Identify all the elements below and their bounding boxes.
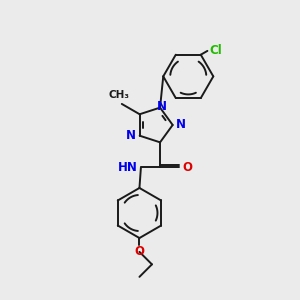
- Text: O: O: [183, 161, 193, 174]
- Text: N: N: [176, 118, 186, 131]
- Text: Cl: Cl: [209, 44, 222, 57]
- Text: N: N: [157, 100, 166, 112]
- Text: N: N: [126, 129, 136, 142]
- Text: CH₃: CH₃: [109, 90, 130, 100]
- Text: HN: HN: [118, 161, 137, 174]
- Text: O: O: [134, 245, 144, 258]
